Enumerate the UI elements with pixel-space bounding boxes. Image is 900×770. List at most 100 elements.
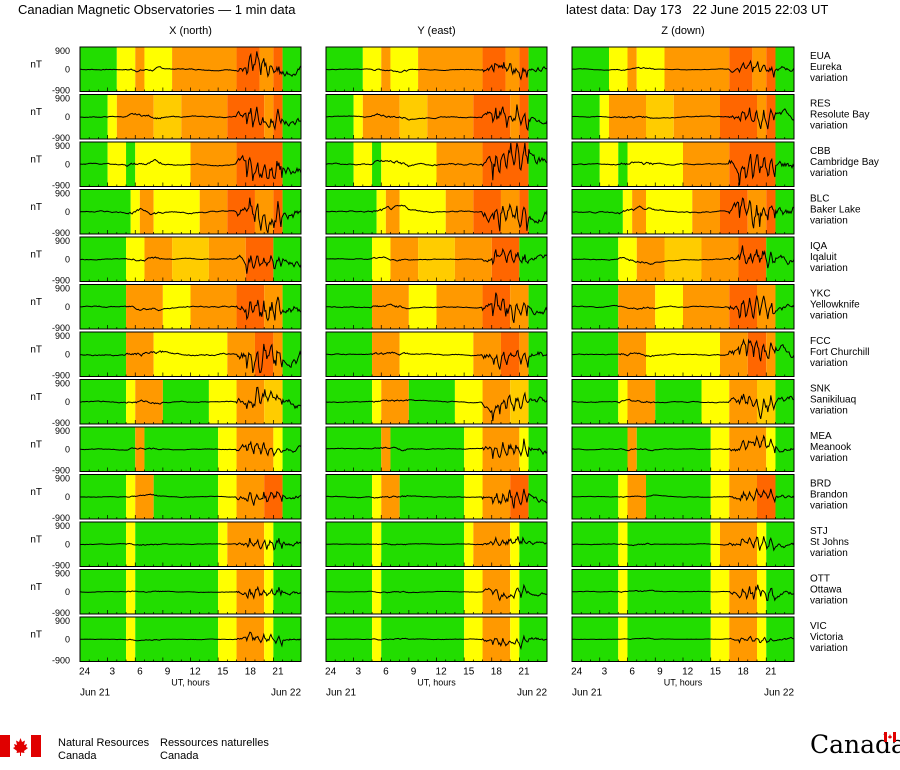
x-axis-label: UT, hours [171, 678, 210, 688]
activity-band-mea-1-3 [464, 427, 483, 472]
y-tick-zero: 0 [65, 207, 70, 217]
station-variation-label: variation [810, 263, 848, 274]
station-code-stj: STJ [810, 526, 828, 537]
magnetometer-chart-grid: X (north) Y (east) Z (down)9000-900nTEUAEu… [30, 25, 879, 699]
y-tick-zero: 0 [65, 587, 70, 597]
activity-band-snk-1-2 [381, 379, 409, 424]
x-tick-label: 3 [109, 667, 115, 678]
activity-band-blc-0-5 [227, 189, 255, 234]
series-line-mea-1 [325, 438, 548, 459]
y-tick-zero: 0 [65, 634, 70, 644]
series-line-stj-1 [325, 535, 548, 546]
y-tick-zero: 0 [65, 302, 70, 312]
series-line-stj-0 [79, 537, 302, 551]
station-code-ykc: YKC [810, 289, 831, 300]
station-name-iqa: Iqaluit [810, 252, 837, 263]
activity-band-mea-0-4 [236, 427, 274, 472]
activity-band-brd-1-6 [510, 474, 529, 519]
series-line-res-2 [572, 107, 795, 130]
station-code-vic: VIC [810, 621, 827, 632]
activity-band-fcc-1-3 [473, 332, 501, 377]
activity-band-fcc-0-6 [282, 332, 301, 377]
station-variation-label: variation [810, 216, 848, 227]
y-tick-top: 900 [55, 521, 70, 531]
activity-band-mea-0-6 [282, 427, 301, 472]
series-line-vic-0 [79, 631, 302, 648]
activity-band-ott-1-1 [372, 569, 382, 614]
y-axis-label: nT [30, 107, 42, 118]
station-variation-label: variation [810, 311, 848, 322]
column-header-0: X (north) [169, 25, 212, 37]
series-line-snk-1 [325, 391, 548, 421]
x-axis-label: UT, hours [664, 678, 703, 688]
y-tick-top: 900 [55, 141, 70, 151]
y-tick-zero: 0 [65, 444, 70, 454]
station-name-vic: Victoria [810, 632, 844, 643]
activity-band-cbb-0-6 [282, 142, 301, 187]
station-code-blc: BLC [810, 194, 829, 205]
series-line-eua-2 [571, 59, 795, 78]
x-tick-label: 6 [629, 667, 635, 678]
y-axis-label: nT [30, 154, 42, 165]
y-tick-bottom: -900 [52, 418, 70, 428]
activity-band-cbb-0-5 [236, 142, 283, 187]
y-tick-zero: 0 [65, 539, 70, 549]
x-tick-label: 12 [190, 667, 202, 678]
activity-band-res-2-7 [766, 94, 776, 139]
y-axis-label: nT [30, 534, 42, 545]
station-variation-label: variation [810, 73, 848, 84]
series-line-blc-0 [79, 197, 302, 234]
y-tick-bottom: -900 [52, 371, 70, 381]
station-name-fcc: Fort Churchill [810, 347, 869, 358]
y-axis-label: nT [30, 202, 42, 213]
station-code-fcc: FCC [810, 336, 831, 347]
activity-band-eua-1-6 [505, 47, 520, 92]
activity-band-snk-2-7 [775, 379, 794, 424]
activity-band-eua-1-7 [519, 47, 529, 92]
y-tick-bottom: -900 [52, 656, 70, 666]
activity-band-blc-2-2 [632, 189, 646, 234]
y-tick-bottom: -900 [52, 466, 70, 476]
activity-band-cbb-2-3 [627, 142, 683, 187]
activity-band-res-0-8 [282, 94, 301, 139]
y-tick-zero: 0 [65, 492, 70, 502]
activity-band-eua-2-8 [775, 47, 794, 92]
activity-band-ykc-1-6 [528, 284, 547, 329]
x-axis-label: UT, hours [417, 678, 456, 688]
canada-flag-icon [0, 735, 41, 757]
series-line-stj-2 [571, 536, 795, 552]
station-variation-label: variation [810, 453, 848, 464]
activity-band-res-1-3 [399, 94, 428, 139]
station-name-eua: Eureka [810, 62, 842, 73]
activity-band-blc-1-7 [519, 189, 529, 234]
y-tick-top: 900 [55, 474, 70, 484]
x-tick-label: 24 [325, 667, 337, 678]
station-code-res: RES [810, 99, 831, 110]
series-line-mea-0 [79, 440, 302, 458]
x-tick-label: 15 [463, 667, 475, 678]
series-line-brd-0 [79, 490, 302, 506]
series-line-cbb-0 [79, 154, 302, 181]
activity-band-brd-2-7 [775, 474, 794, 519]
y-tick-zero: 0 [65, 397, 70, 407]
x-tick-label: 21 [272, 667, 284, 678]
station-name-res: Resolute Bay [810, 110, 869, 121]
x-tick-label: 12 [436, 667, 448, 678]
station-code-snk: SNK [810, 384, 831, 395]
activity-band-ykc-0-4 [236, 284, 265, 329]
activity-band-cbb-1-6 [528, 142, 547, 187]
activity-band-brd-1-1 [372, 474, 382, 519]
series-line-fcc-1 [325, 349, 548, 370]
activity-band-res-2-6 [757, 94, 767, 139]
y-tick-bottom: -900 [52, 561, 70, 571]
series-line-res-1 [325, 104, 548, 132]
station-name-ykc: Yellowknife [810, 300, 860, 311]
series-line-snk-2 [571, 393, 795, 420]
activity-band-ykc-0-1 [126, 284, 163, 329]
y-axis-label: nT [30, 249, 42, 260]
activity-band-res-1-7 [519, 94, 529, 139]
date-end-label: Jun 22 [271, 688, 301, 699]
station-variation-label: variation [810, 406, 848, 417]
station-code-ott: OTT [810, 574, 830, 585]
activity-band-iqa-0-1 [126, 237, 145, 282]
